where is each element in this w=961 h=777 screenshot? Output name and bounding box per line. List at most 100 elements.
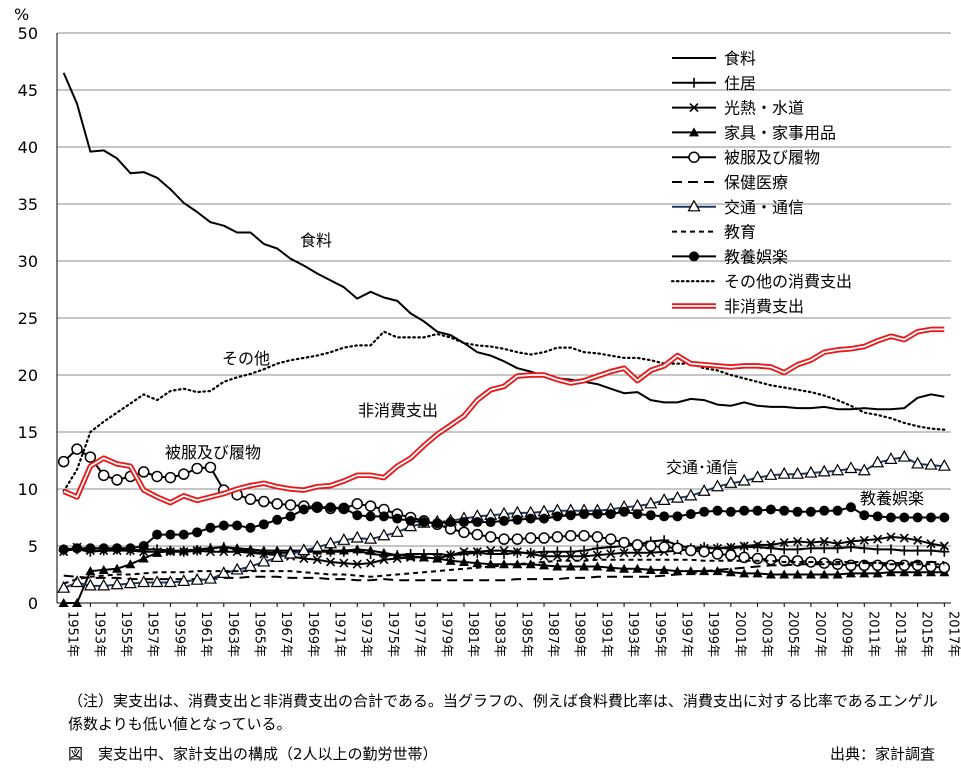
plus-marker [939,546,950,557]
y-tick-label: 25 [18,309,38,328]
triangle-marker [405,551,416,561]
filled-circle-marker [72,543,83,554]
open-triangle-marker [937,458,951,471]
open-triangle-marker [791,466,805,479]
x-marker [739,541,749,551]
open-triangle-marker [924,457,938,470]
x-marker [579,551,589,561]
filled-circle-marker [565,510,576,521]
x-tick-label: 2001年 [732,611,747,657]
annotation-label: 被服及び履物 [165,443,261,462]
open-circle-marker [938,561,951,574]
filled-circle-marker [205,522,216,533]
triangle-marker [458,556,469,566]
x-marker [873,534,883,544]
filled-circle-marker [859,510,870,521]
x-marker [886,532,896,542]
triangle-marker [85,566,96,576]
triangle-marker [432,553,443,563]
open-circle-marker [111,474,123,486]
open-triangle-marker [710,479,725,492]
open-triangle-marker [57,580,71,593]
x-tick-label: 1957年 [145,611,160,657]
filled-circle-marker [485,517,496,528]
triangle-marker [779,569,790,579]
filled-circle-marker [689,251,699,262]
triangle-marker [845,568,856,578]
x-marker [539,551,549,561]
open-triangle-marker [217,566,231,578]
x-marker [499,545,509,556]
annotation-label: 交通･通信 [666,458,738,477]
triangle-marker [805,569,816,579]
filled-circle-marker [739,505,750,516]
filled-circle-marker [285,511,296,522]
triangle-marker [98,564,109,574]
open-triangle-marker [337,533,351,545]
series-8 [63,558,945,585]
open-triangle-marker [203,571,217,584]
x-marker [632,548,642,558]
open-triangle-marker [177,574,191,586]
filled-circle-marker [699,506,710,517]
x-tick-label: 2009年 [839,611,854,657]
y-tick-label: 20 [18,366,38,385]
open-triangle-marker [137,575,151,588]
triangle-marker [178,545,189,555]
triangle-marker [819,569,830,579]
filled-circle-marker [152,529,163,540]
open-triangle-marker [777,466,791,479]
x-tick-label: 1993年 [625,611,640,657]
triangle-marker [712,566,723,576]
x-marker [526,549,536,559]
filled-circle-marker [432,518,443,529]
plus-marker [832,543,843,554]
triangle-marker [739,568,750,578]
legend-label: 被服及び履物 [724,148,820,167]
open-circle-marker [84,451,97,463]
plus-marker [819,543,830,554]
triangle-marker [672,566,683,576]
filled-circle-marker [672,511,683,522]
x-tick-label: 1997年 [678,611,693,657]
legend-entry: 家具・家事用品 [672,123,836,142]
triangle-marker [579,561,590,571]
gridlines [57,32,951,604]
open-circle-marker [71,443,83,455]
triangle-marker [752,568,763,578]
triangle-marker [619,563,630,573]
triangle-marker [912,567,923,577]
open-triangle-marker [697,484,711,496]
open-triangle-marker [751,470,765,483]
triangle-marker [112,563,123,573]
triangle-marker [138,553,149,563]
x-tick-label: 1969年 [305,611,320,657]
x-tick-label: 1999年 [705,611,720,657]
filled-circle-marker [899,512,910,523]
x-tick-label: 1955年 [118,611,133,657]
triangle-marker [392,550,403,560]
open-circle-marker [898,559,911,572]
open-circle-marker [191,462,203,475]
open-triangle-marker [243,559,257,572]
triangle-marker [192,544,203,554]
filled-circle-marker [512,514,523,525]
legend-label: 住居 [724,74,756,93]
open-triangle-marker [670,490,684,503]
x-marker [352,559,362,569]
series-line-inner [63,328,945,504]
open-triangle-marker [884,452,898,464]
plus-marker [689,77,699,88]
open-circle-marker [351,498,363,510]
open-circle-marker [524,532,537,544]
x-tick-label: 1965年 [251,611,266,657]
x-tick-label: 1963年 [225,611,240,657]
y-tick-label: 5 [28,537,38,556]
triangle-marker [245,544,256,554]
triangle-marker [565,561,576,571]
x-marker [379,555,389,565]
open-triangle-marker [804,465,818,478]
filled-circle-marker [725,506,736,517]
legend-entry: 住居 [672,74,756,93]
triangle-marker [338,545,349,555]
